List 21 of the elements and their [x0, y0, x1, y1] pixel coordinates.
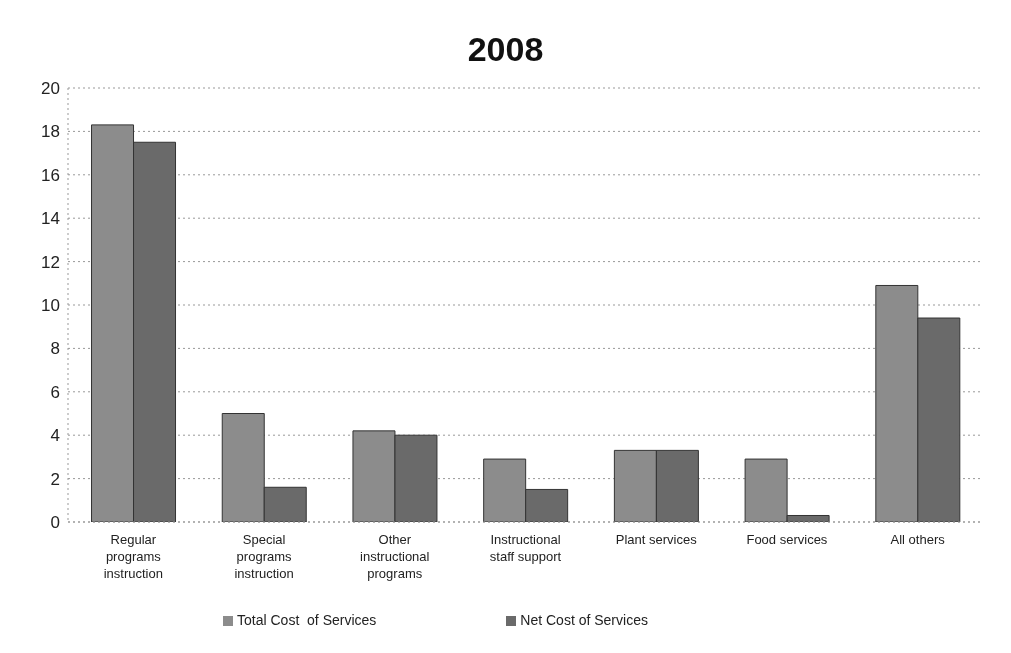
- y-tick-label: 0: [50, 513, 60, 533]
- y-tick-label: 8: [50, 339, 60, 359]
- x-tick-label: All others: [890, 532, 946, 547]
- x-tick-label: Food services: [746, 532, 828, 547]
- y-tick-label: 14: [41, 209, 60, 229]
- legend-label: Total Cost of Services: [237, 612, 377, 628]
- x-tick-label: Regular programs instruction: [103, 532, 163, 581]
- y-tick-label: 12: [41, 252, 60, 272]
- y-tick-label: 6: [50, 382, 60, 402]
- y-tick-label: 16: [41, 165, 60, 185]
- x-tick-label: Special programs instruction: [234, 532, 294, 581]
- y-tick-label: 20: [41, 79, 60, 99]
- y-tick-label: 18: [41, 122, 60, 142]
- x-tick-label: Instructional staff support: [489, 532, 562, 564]
- x-tick-label: Other instructional programs: [360, 532, 430, 581]
- y-tick-label: 10: [41, 296, 60, 316]
- y-tick-label: 4: [50, 426, 60, 446]
- legend-label: Net Cost of Services: [520, 612, 648, 628]
- y-tick-label: 2: [50, 469, 60, 489]
- x-tick-label: Plant services: [615, 532, 698, 547]
- chart-title: 2008: [466, 29, 545, 70]
